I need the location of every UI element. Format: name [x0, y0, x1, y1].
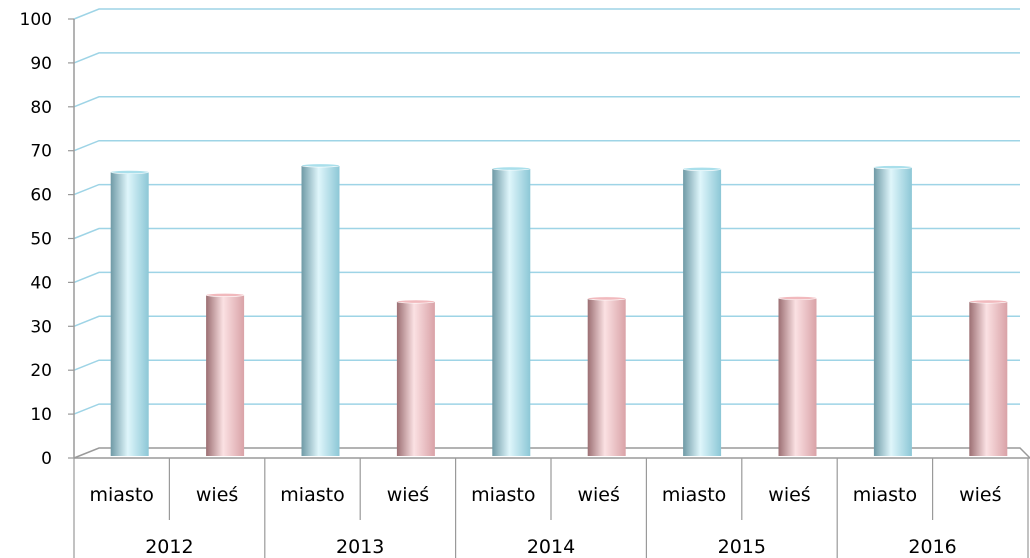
x-category-label-2012-wies: wieś: [196, 484, 238, 506]
bar-2015-miasto: [682, 167, 722, 457]
y-tick-label-10: 10: [30, 405, 52, 425]
x-category-label-2014-miasto: miasto: [471, 484, 535, 506]
bar-2015-wies: [778, 296, 817, 456]
x-category-label-2015-miasto: miasto: [662, 484, 726, 506]
bar-2012-miasto: [110, 170, 149, 457]
x-group-label-2012: 2012: [145, 536, 193, 558]
y-tick-label-90: 90: [30, 54, 52, 74]
x-group-label-2015: 2015: [718, 536, 766, 558]
gridlines: [73, 8, 1020, 415]
bar-2014-wies: [587, 296, 627, 456]
bar-2013-miasto: [301, 163, 340, 456]
x-group-label-2014: 2014: [527, 536, 575, 558]
x-group-label-2016: 2016: [908, 536, 956, 558]
x-axis-labels: miasto wieś miasto wieś miasto wieś miasto wieś…: [89, 484, 1001, 558]
x-group-label-2013: 2013: [336, 536, 384, 558]
gridline-80: [73, 96, 1020, 108]
y-axis-ticks: 0 10 20 30 40 50 60 70 80 90 100: [20, 10, 52, 469]
x-category-label-2012-miasto: miasto: [89, 484, 153, 506]
axes: [68, 18, 1030, 558]
x-category-label-2013-wies: wieś: [387, 484, 429, 506]
x-category-label-2014-wies: wieś: [577, 484, 619, 506]
bar-2016-miasto: [873, 165, 913, 456]
y-tick-label-0: 0: [41, 449, 52, 469]
gridline-70: [73, 139, 1020, 152]
y-tick-label-50: 50: [30, 230, 52, 250]
bar-2016-wies: [968, 299, 1008, 456]
floor-back-edge: [73, 447, 1030, 459]
bar-2014-miasto: [491, 166, 531, 456]
bar-2012-wies: [205, 293, 245, 456]
y-tick-label-70: 70: [30, 142, 52, 162]
bars: [110, 163, 1008, 457]
y-tick-label-80: 80: [30, 98, 52, 118]
y-tick-label-40: 40: [30, 273, 52, 293]
gridline-100: [73, 8, 1020, 20]
bar-2013-wies: [396, 299, 436, 456]
x-category-label-2013-miasto: miasto: [280, 484, 344, 506]
x-category-label-2016-miasto: miasto: [853, 484, 917, 506]
gridline-90: [73, 52, 1020, 64]
x-category-label-2015-wies: wieś: [768, 484, 810, 506]
y-tick-label-20: 20: [30, 361, 52, 381]
x-category-label-2016-wies: wieś: [959, 484, 1001, 506]
y-tick-label-30: 30: [30, 317, 52, 337]
y-tick-label-60: 60: [30, 186, 52, 206]
y-tick-label-100: 100: [20, 10, 52, 30]
